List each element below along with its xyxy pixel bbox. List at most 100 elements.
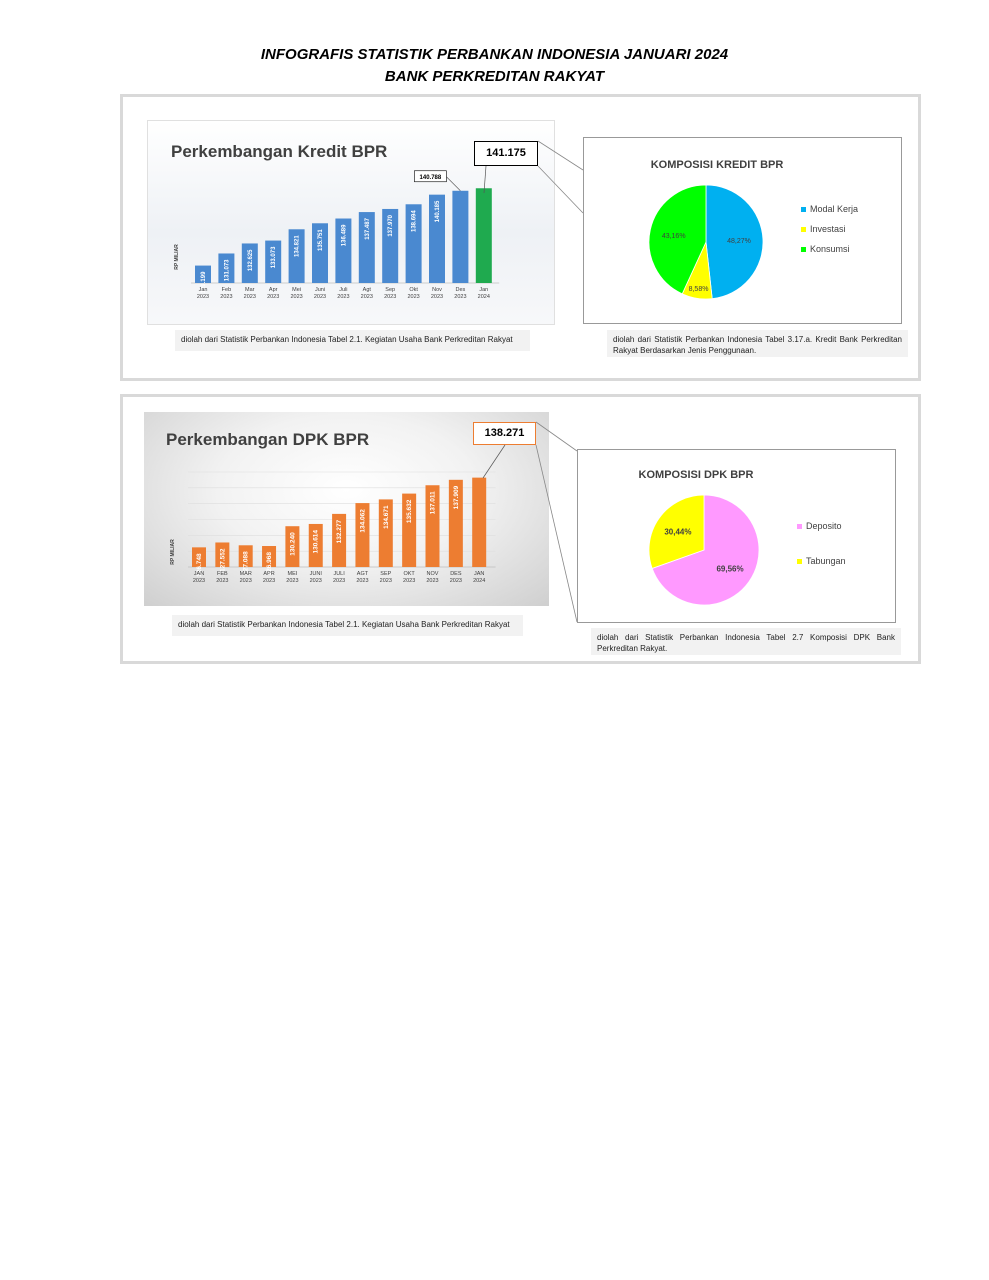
- x-tick-label: Okt: [409, 287, 418, 293]
- kredit-bar-svg: RP MILIAR129.199Jan2023131.073Feb2023132…: [174, 170, 500, 300]
- pie-slice-0: [651, 494, 760, 606]
- x-tick-label: Apr: [269, 287, 278, 293]
- x-tick-year: 2023: [290, 294, 302, 300]
- bar-value-label: 135.632: [406, 499, 413, 523]
- kredit-connector: [483, 140, 584, 214]
- bar-0: [195, 265, 211, 283]
- bar-1: [215, 542, 230, 567]
- x-tick-label: Mei: [292, 287, 301, 293]
- bar-6: [335, 218, 352, 283]
- x-tick-label: Jan: [479, 287, 488, 293]
- x-tick-label: FEB: [217, 571, 228, 577]
- bar-value-label: 127.088: [243, 551, 250, 575]
- bar-8: [378, 499, 393, 567]
- x-tick-label: JUNI: [310, 571, 323, 577]
- x-tick-year: 2023: [407, 294, 419, 300]
- x-tick-year: 2023: [314, 294, 326, 300]
- bar-10: [425, 485, 440, 567]
- bar-3: [262, 546, 277, 567]
- bar-value-label: 133.073: [271, 246, 277, 268]
- x-tick-year: 2023: [333, 578, 345, 584]
- bar-value-label: 135.751: [318, 229, 324, 251]
- x-tick-year: 2023: [267, 294, 279, 300]
- bar-12: [475, 188, 492, 283]
- pie-slice-1: [648, 494, 705, 569]
- legend-swatch-2: [801, 247, 806, 252]
- bar-value-label: 137.487: [365, 217, 371, 239]
- legend-label: Konsumsi: [810, 244, 850, 254]
- bar-value-label: 137.909: [453, 485, 460, 509]
- bar-3: [265, 240, 282, 283]
- bar-value-label: 130.240: [289, 532, 296, 556]
- kredit-pie-chart: KOMPOSISI KREDIT BPR 48,27% 8,58% 43,16% Mod…: [604, 142, 882, 318]
- bar-value-label: 134.062: [359, 509, 366, 533]
- x-tick-label: Sep: [385, 287, 395, 293]
- bar-value-label: 132.277: [336, 520, 343, 544]
- x-tick-label: JAN: [474, 571, 484, 577]
- bar-6: [332, 513, 347, 567]
- bar-2: [238, 545, 253, 567]
- dpk-chart-title: Perkembangan DPK BPR: [166, 430, 370, 449]
- legend-label: Deposito: [806, 521, 842, 531]
- bar-value-label: 138.694: [412, 210, 418, 232]
- x-tick-year: 2024: [478, 294, 490, 300]
- x-tick-year: 2023: [356, 578, 368, 584]
- x-tick-year: 2023: [426, 578, 438, 584]
- x-tick-label: OKT: [403, 571, 415, 577]
- bar-7: [355, 503, 370, 567]
- bar-8: [382, 208, 399, 283]
- x-tick-label: JULI: [333, 571, 345, 577]
- x-tick-label: MEI: [288, 571, 298, 577]
- bar-value-label: 127.552: [219, 548, 226, 572]
- bar-value-label: 126.968: [266, 552, 273, 576]
- pie-data-label: 43,16%: [662, 233, 686, 240]
- x-tick-label: NOV: [427, 571, 439, 577]
- dpk-callout-value: 138.271: [484, 427, 525, 439]
- bar-value-label: 132.625: [248, 249, 254, 271]
- bar-10: [429, 194, 445, 283]
- kredit-pie-svg: KOMPOSISI KREDIT BPR 48,27% 8,58% 43,16% Mod…: [648, 159, 858, 300]
- kredit-chart-title: Perkembangan Kredit BPR: [171, 142, 388, 161]
- x-tick-label: Jan: [199, 287, 208, 293]
- dpk-bar-svg: RP MILIAR126.748JAN2023127.552FEB2023127…: [170, 471, 496, 584]
- x-tick-year: 2023: [220, 294, 232, 300]
- bar-value-label: 137.970: [388, 214, 394, 236]
- bar-5: [312, 223, 328, 283]
- kredit-callout-value: 141.175: [486, 147, 526, 159]
- x-tick-year: 2023: [244, 294, 256, 300]
- y-axis-label: RP MILIAR: [174, 244, 180, 270]
- pie-slice-2: [648, 184, 707, 295]
- legend-swatch-0: [801, 207, 806, 212]
- dpk-pie-svg: KOMPOSISI DPK BPR 69,56% 30,44% Deposito Tab…: [639, 469, 846, 606]
- top-value-label: 140.788: [420, 175, 442, 181]
- top-value-box: [414, 170, 447, 183]
- x-tick-label: APR: [263, 571, 274, 577]
- pie-title: KOMPOSISI KREDIT BPR: [651, 159, 784, 171]
- bar-value-label: 140.185: [435, 200, 441, 222]
- x-tick-year: 2023: [450, 578, 462, 584]
- bar-value-label: 131.073: [224, 259, 230, 281]
- bar-value-label: 129.199: [201, 271, 207, 293]
- x-tick-year: 2023: [380, 578, 392, 584]
- bar-value-label: 137.011: [430, 491, 437, 515]
- pie-slice-0: [705, 184, 764, 300]
- pie-data-label: 30,44%: [664, 528, 691, 537]
- bar-1: [218, 253, 235, 283]
- x-tick-year: 2023: [310, 578, 322, 584]
- x-tick-year: 2023: [384, 294, 396, 300]
- x-tick-label: SEP: [380, 571, 391, 577]
- kredit-source-note: diolah dari Statistik Perbankan Indonesi…: [175, 330, 530, 351]
- x-tick-year: 2023: [337, 294, 349, 300]
- bar-2: [241, 243, 258, 283]
- x-tick-label: Nov: [432, 287, 442, 293]
- x-tick-label: MAR: [240, 571, 252, 577]
- x-tick-year: 2023: [403, 578, 415, 584]
- bar-4: [285, 526, 300, 567]
- dpk-pie-source-note: diolah dari Statistik Perbankan Indonesi…: [591, 628, 901, 655]
- page-subtitle: BANK PERKREDITAN RAKYAT: [384, 68, 605, 85]
- legend-swatch-1: [797, 559, 802, 564]
- bar-value-label: 134.671: [383, 505, 390, 529]
- dpk-connector: [482, 421, 578, 623]
- x-tick-label: Juni: [315, 287, 325, 293]
- page-title: INFOGRAFIS STATISTIK PERBANKAN INDONESIA…: [260, 46, 729, 63]
